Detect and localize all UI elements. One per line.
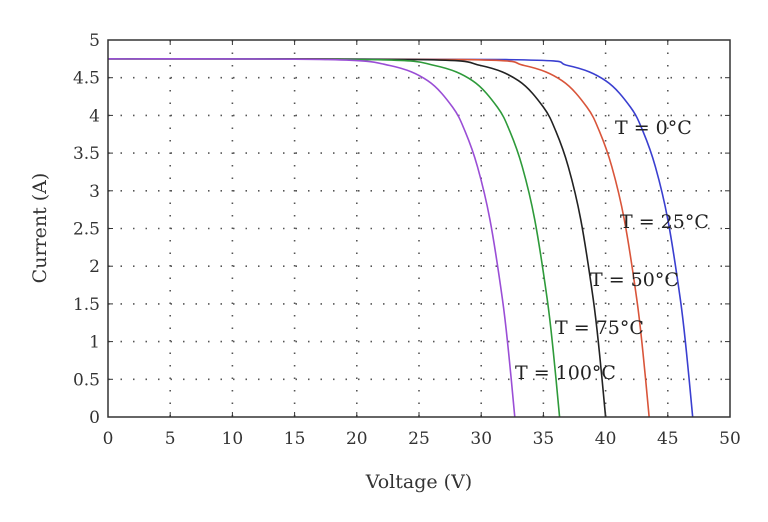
y-tick-label: 2.5 <box>73 220 100 240</box>
y-tick-label: 1 <box>89 333 100 353</box>
x-tick-label: 20 <box>346 429 368 449</box>
y-tick-label: 0.5 <box>73 370 100 390</box>
x-tick-label: 0 <box>103 429 114 449</box>
y-tick-label: 3.5 <box>73 144 100 164</box>
x-tick-label: 45 <box>657 429 679 449</box>
y-tick-label: 4 <box>89 106 100 126</box>
y-tick-label: 2 <box>89 257 100 277</box>
series-line-1 <box>107 58 650 418</box>
y-axis-label: Current (A) <box>29 173 51 284</box>
temperature-label: T = 0°C <box>615 117 692 139</box>
y-tick-label: 3 <box>89 182 100 202</box>
temperature-label: T = 50°C <box>590 269 679 291</box>
series-line-3 <box>107 58 561 418</box>
grid <box>108 40 730 417</box>
annotations: T = 0°C T = 25°C T = 50°C T = 75°C T = 100°C <box>515 117 709 384</box>
y-tick-label: 4.5 <box>73 69 100 89</box>
x-tick-label: 50 <box>719 429 741 449</box>
temperature-label: T = 100°C <box>515 362 616 384</box>
x-tick-label: 35 <box>533 429 555 449</box>
series-line-4 <box>107 58 516 418</box>
x-tick-label: 15 <box>284 429 306 449</box>
x-tick-label: 5 <box>165 429 176 449</box>
series-group <box>107 58 694 418</box>
temperature-label: T = 25°C <box>620 211 709 233</box>
x-tick-label: 40 <box>595 429 617 449</box>
x-tick-label: 10 <box>222 429 244 449</box>
temperature-label: T = 75°C <box>555 317 644 339</box>
x-tick-label: 30 <box>470 429 492 449</box>
series-line-2 <box>107 58 607 418</box>
x-tick-label: 25 <box>408 429 430 449</box>
ticks: 0 5 10 15 20 25 30 35 40 45 50 0 0.5 1 1.5 2 2.5 3 3.5 4 4.5… <box>73 31 741 449</box>
y-tick-label: 0 <box>89 408 100 428</box>
y-tick-label: 5 <box>89 31 100 51</box>
y-tick-label: 1.5 <box>73 295 100 315</box>
x-axis-label: Voltage (V) <box>365 471 472 493</box>
